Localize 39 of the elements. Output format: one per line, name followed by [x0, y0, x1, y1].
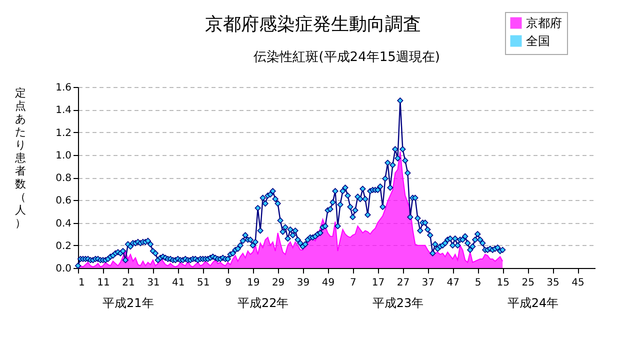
- x-tick-label: 5: [474, 278, 482, 288]
- x-tick-label: 29: [272, 278, 285, 288]
- x-tick-label: 47: [446, 278, 460, 288]
- legend-label: 全国: [526, 34, 550, 48]
- x-tick-label: 37: [422, 278, 435, 288]
- y-tick-label: 0.6: [56, 196, 72, 207]
- y-tick-label: 0.2: [56, 240, 72, 252]
- x-tick-label: 15: [496, 278, 510, 288]
- x-tick-label: 41: [172, 278, 185, 288]
- legend-label: 京都府: [526, 16, 562, 30]
- y-tick-label: 1.6: [56, 82, 72, 94]
- chart-subtitle: 伝染性紅斑(平成24年15週現在): [254, 50, 440, 65]
- x-tick-label: 49: [322, 278, 335, 288]
- text: 定点あたり患者数（人）: [15, 86, 26, 230]
- x-tick-label: 19: [246, 278, 260, 288]
- y-tick-label: 0.4: [56, 218, 72, 230]
- text: 平成21年: [102, 296, 154, 310]
- x-tick-label: 35: [546, 278, 560, 288]
- y-tick-label: 0.0: [56, 264, 72, 274]
- x-tick-label: 25: [522, 278, 534, 288]
- y-tick-label: 1.0: [56, 150, 72, 162]
- y-tick-label: 0.8: [56, 173, 72, 184]
- x-tick-label: 21: [122, 278, 135, 288]
- x-tick-label: 17: [372, 278, 385, 288]
- x-tick-label: 27: [396, 278, 410, 288]
- text: 平成24年: [507, 296, 559, 310]
- x-tick-label: 31: [147, 278, 160, 288]
- x-tick-label: 7: [350, 278, 356, 288]
- y-tick-label: 1.4: [56, 105, 72, 116]
- x-tick-label: 51: [197, 278, 210, 288]
- y-tick-label: 1.2: [56, 128, 72, 139]
- x-tick-label: 11: [97, 278, 110, 288]
- x-tick-label: 45: [572, 278, 584, 288]
- x-tick-label: 1: [78, 278, 85, 288]
- x-tick-label: 39: [296, 278, 310, 288]
- x-tick-label: 9: [225, 278, 232, 288]
- text: 平成23年: [372, 296, 424, 310]
- chart-title: 京都府感染症発生動向調査: [205, 14, 422, 35]
- text: 平成22年: [237, 296, 289, 310]
